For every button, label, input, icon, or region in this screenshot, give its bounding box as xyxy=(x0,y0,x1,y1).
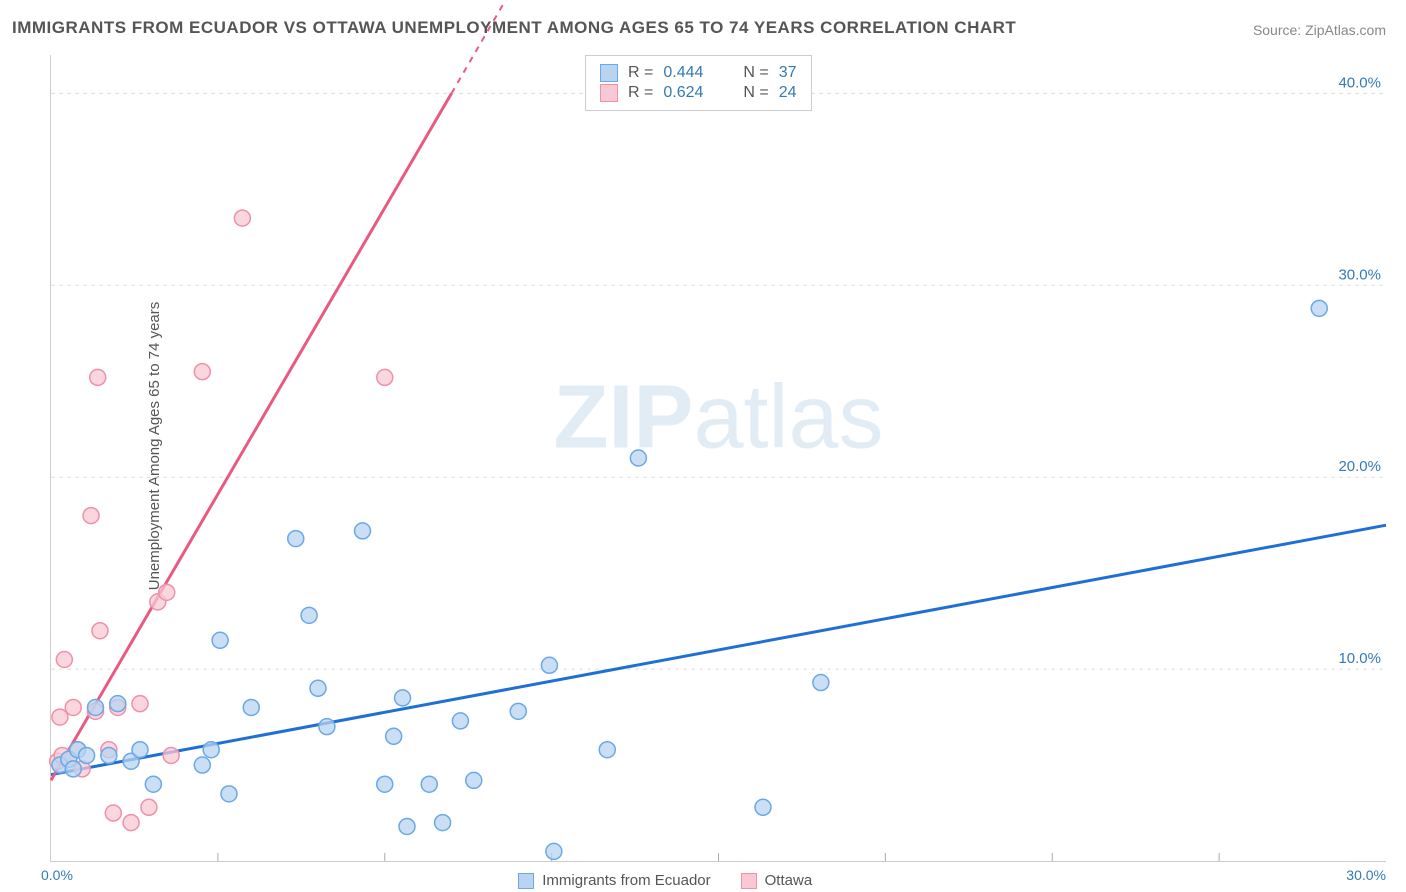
n-label-2: N = xyxy=(743,84,768,102)
source-label: Source: ZipAtlas.com xyxy=(1253,22,1386,38)
correlation-legend: R = 0.444 N = 37 R = 0.624 N = 24 xyxy=(585,55,812,111)
legend-swatch-b1 xyxy=(518,873,534,889)
plot-area: 10.0%20.0%30.0%40.0% ZIPatlas R = 0.444 … xyxy=(50,55,1386,862)
r-label-1: R = xyxy=(628,64,653,82)
legend-row-2: R = 0.624 N = 24 xyxy=(600,84,797,102)
legend-swatch-2 xyxy=(600,84,618,102)
series-legend: Immigrants from Ecuador Ottawa xyxy=(518,872,812,889)
n-value-1: 37 xyxy=(779,64,797,82)
legend-swatch-1 xyxy=(600,64,618,82)
legend-row-1: R = 0.444 N = 37 xyxy=(600,64,797,82)
legend-item-1: Immigrants from Ecuador xyxy=(518,872,710,889)
n-label-1: N = xyxy=(743,64,768,82)
r-value-1: 0.444 xyxy=(663,64,703,82)
legend-item-2: Ottawa xyxy=(741,872,813,889)
n-value-2: 24 xyxy=(779,84,797,102)
svg-text:10.0%: 10.0% xyxy=(1338,650,1381,667)
svg-text:20.0%: 20.0% xyxy=(1338,458,1381,475)
r-label-2: R = xyxy=(628,84,653,102)
r-value-2: 0.624 xyxy=(663,84,703,102)
x-origin-label: 0.0% xyxy=(41,867,73,883)
chart-title: IMMIGRANTS FROM ECUADOR VS OTTAWA UNEMPL… xyxy=(12,18,1016,38)
x-max-label: 30.0% xyxy=(1346,867,1386,883)
legend-label-2: Ottawa xyxy=(765,872,813,889)
legend-label-1: Immigrants from Ecuador xyxy=(542,872,710,889)
svg-text:30.0%: 30.0% xyxy=(1338,266,1381,283)
chart-svg: 10.0% 20.0% 30.0% 40.0% xyxy=(51,55,1386,861)
svg-text:40.0%: 40.0% xyxy=(1338,74,1381,91)
legend-swatch-b2 xyxy=(741,873,757,889)
